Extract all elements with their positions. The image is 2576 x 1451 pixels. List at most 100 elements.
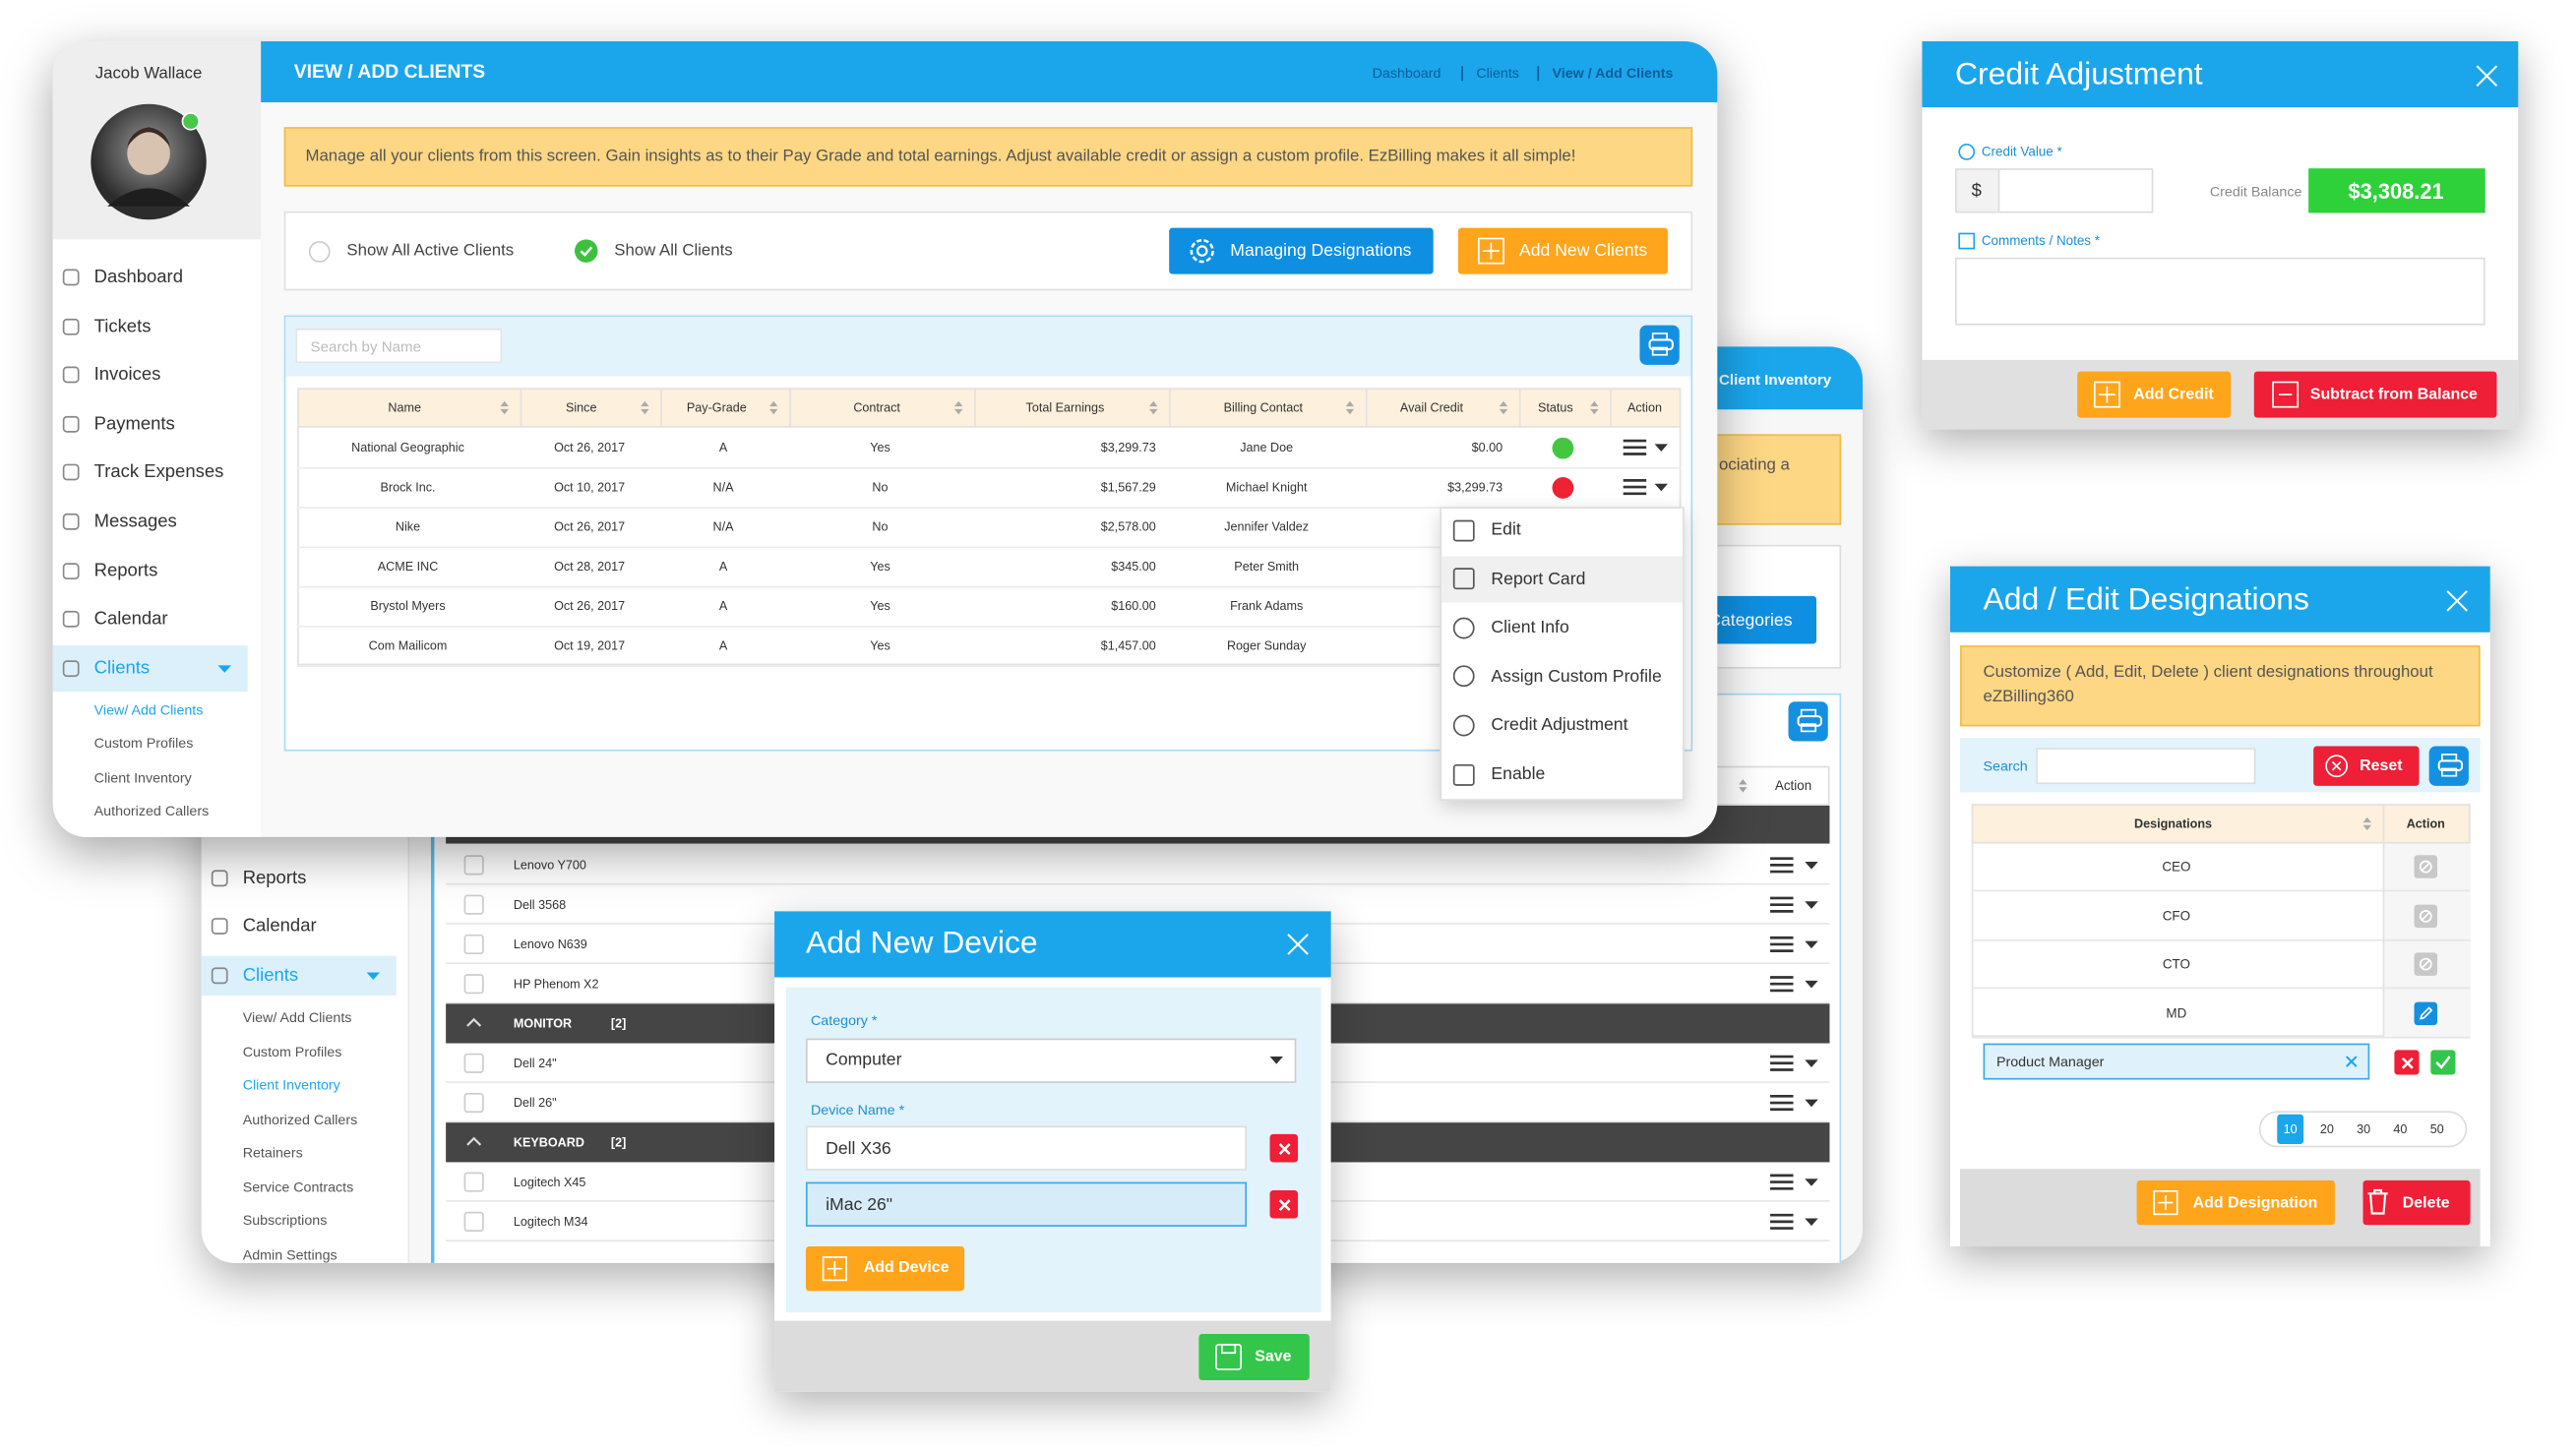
icon-part	[1770, 1174, 1794, 1190]
designation-name: CTO	[2162, 957, 2190, 973]
icon-part	[107, 188, 190, 207]
nav-item[interactable]: Reports	[242, 868, 307, 888]
subnav-item[interactable]: Custom Profiles	[242, 1042, 342, 1059]
icon-part	[2401, 1057, 2413, 1068]
icon-part	[1344, 400, 1354, 415]
modal-header	[1922, 40, 2519, 108]
search-input[interactable]	[295, 328, 503, 364]
filter-label[interactable]: Show All Clients	[614, 241, 733, 261]
icon-part	[2272, 381, 2300, 408]
icon-part	[211, 918, 228, 935]
search-input[interactable]	[2036, 748, 2256, 785]
input-value: Dell X36	[826, 1138, 891, 1159]
modal-title: Add / Edit Designations	[1983, 582, 2309, 618]
icon-part	[62, 659, 80, 677]
sort-icon	[1589, 400, 1598, 415]
icon-part	[62, 464, 80, 482]
icon-part	[2446, 590, 2468, 612]
menu-item[interactable]: Assign Custom Profile	[1491, 666, 1662, 687]
menu-item[interactable]: Report Card	[1491, 569, 1586, 589]
subnav-item[interactable]: Custom Profiles	[93, 735, 194, 753]
checkbox[interactable]	[463, 1053, 484, 1073]
subnav-item[interactable]: Client Inventory	[93, 768, 192, 786]
subtract-button[interactable]	[2253, 371, 2497, 418]
column-header: Designations	[2134, 816, 2213, 831]
delete-button[interactable]	[2362, 1179, 2471, 1226]
checkbox[interactable]	[463, 855, 484, 876]
menu-item[interactable]: Edit	[1491, 519, 1521, 540]
page-number[interactable]: 20	[2319, 1121, 2334, 1137]
breadcrumb-item[interactable]: Clients	[1476, 64, 1519, 82]
nav-icon	[211, 967, 228, 985]
nav-item[interactable]: Clients	[242, 965, 299, 986]
sort-icon	[953, 400, 962, 415]
icon-part	[466, 1136, 482, 1146]
table-cell: N/A	[712, 479, 734, 495]
device-input[interactable]	[805, 1181, 1248, 1227]
menu-item[interactable]: Enable	[1491, 764, 1546, 785]
category-select[interactable]	[805, 1038, 1297, 1083]
menu-item[interactable]: Client Info	[1491, 617, 1569, 638]
icon-part	[1805, 1099, 1818, 1108]
close-icon	[1277, 1142, 1290, 1155]
credit-input[interactable]	[1997, 168, 2154, 213]
filter-label[interactable]: Show All Active Clients	[346, 241, 515, 261]
designation-input[interactable]	[1983, 1043, 2370, 1080]
device-input[interactable]	[805, 1125, 1248, 1171]
nav-item[interactable]: Payments	[93, 413, 175, 435]
action-icon	[2419, 909, 2432, 923]
subnav-item[interactable]: Authorized Callers	[242, 1110, 358, 1127]
save-button[interactable]	[1198, 1333, 1310, 1380]
nav-item[interactable]: Clients	[93, 658, 151, 679]
confirm-button[interactable]	[2430, 1050, 2456, 1075]
nav-item[interactable]: Track Expenses	[93, 462, 224, 483]
icon-part	[1654, 483, 1668, 492]
page-number[interactable]: 40	[2393, 1121, 2408, 1137]
balance-label: Credit Balance	[2209, 183, 2302, 201]
subnav-item[interactable]: Retainers	[242, 1143, 303, 1161]
table-cell: $345.00	[1111, 559, 1156, 574]
subnav-item[interactable]: Admin Settings	[242, 1245, 337, 1262]
nav-item[interactable]: Dashboard	[93, 267, 183, 288]
radio[interactable]	[308, 241, 331, 263]
subnav-item[interactable]: Service Contracts	[242, 1178, 354, 1195]
field-label: Comments / Notes *	[1981, 233, 2100, 249]
page-number[interactable]: 50	[2429, 1121, 2444, 1137]
icon-part	[2367, 1188, 2388, 1215]
nav-item[interactable]: Reports	[93, 560, 158, 581]
icon-part	[1269, 1057, 1283, 1064]
table-cell: Frank Adams	[1230, 598, 1304, 614]
page-number[interactable]: 10	[2283, 1121, 2298, 1137]
checkbox[interactable]	[463, 894, 484, 915]
subnav-item[interactable]: Client Inventory	[242, 1076, 340, 1093]
icon-part	[2093, 381, 2120, 408]
notes-textarea[interactable]	[1954, 257, 2485, 326]
subnav-item[interactable]: View/ Add Clients	[242, 1008, 352, 1026]
icon-part	[2401, 1057, 2413, 1068]
nav-item[interactable]: Calendar	[93, 609, 168, 630]
currency-addon	[1954, 168, 2000, 213]
icon-part	[499, 400, 509, 415]
menu-item[interactable]: Credit Adjustment	[1491, 715, 1628, 736]
checkbox[interactable]	[463, 934, 484, 955]
checkbox[interactable]	[463, 1211, 484, 1232]
icon-part	[211, 967, 228, 985]
nav-item[interactable]: Invoices	[93, 365, 161, 386]
nav-item[interactable]: Messages	[93, 512, 177, 532]
designations-button[interactable]	[1169, 227, 1434, 274]
checkbox[interactable]	[463, 974, 484, 995]
nav-item[interactable]: Calendar	[242, 916, 317, 937]
subnav-item[interactable]: Authorized Callers	[93, 802, 210, 819]
label-icon	[1958, 232, 1976, 250]
icon-part	[1277, 1198, 1290, 1211]
subnav-item[interactable]: Subscriptions	[242, 1211, 328, 1229]
checkbox[interactable]	[463, 1092, 484, 1114]
nav-item[interactable]: Tickets	[93, 316, 152, 336]
checkbox[interactable]	[463, 1172, 484, 1192]
subnav-item[interactable]: View/ Add Clients	[93, 701, 204, 719]
breadcrumb-item[interactable]: Dashboard	[1372, 64, 1441, 82]
reset-button[interactable]	[2313, 746, 2420, 786]
online-dot	[181, 112, 201, 131]
page-number[interactable]: 30	[2357, 1121, 2371, 1137]
button-label: Reset	[2360, 756, 2403, 775]
